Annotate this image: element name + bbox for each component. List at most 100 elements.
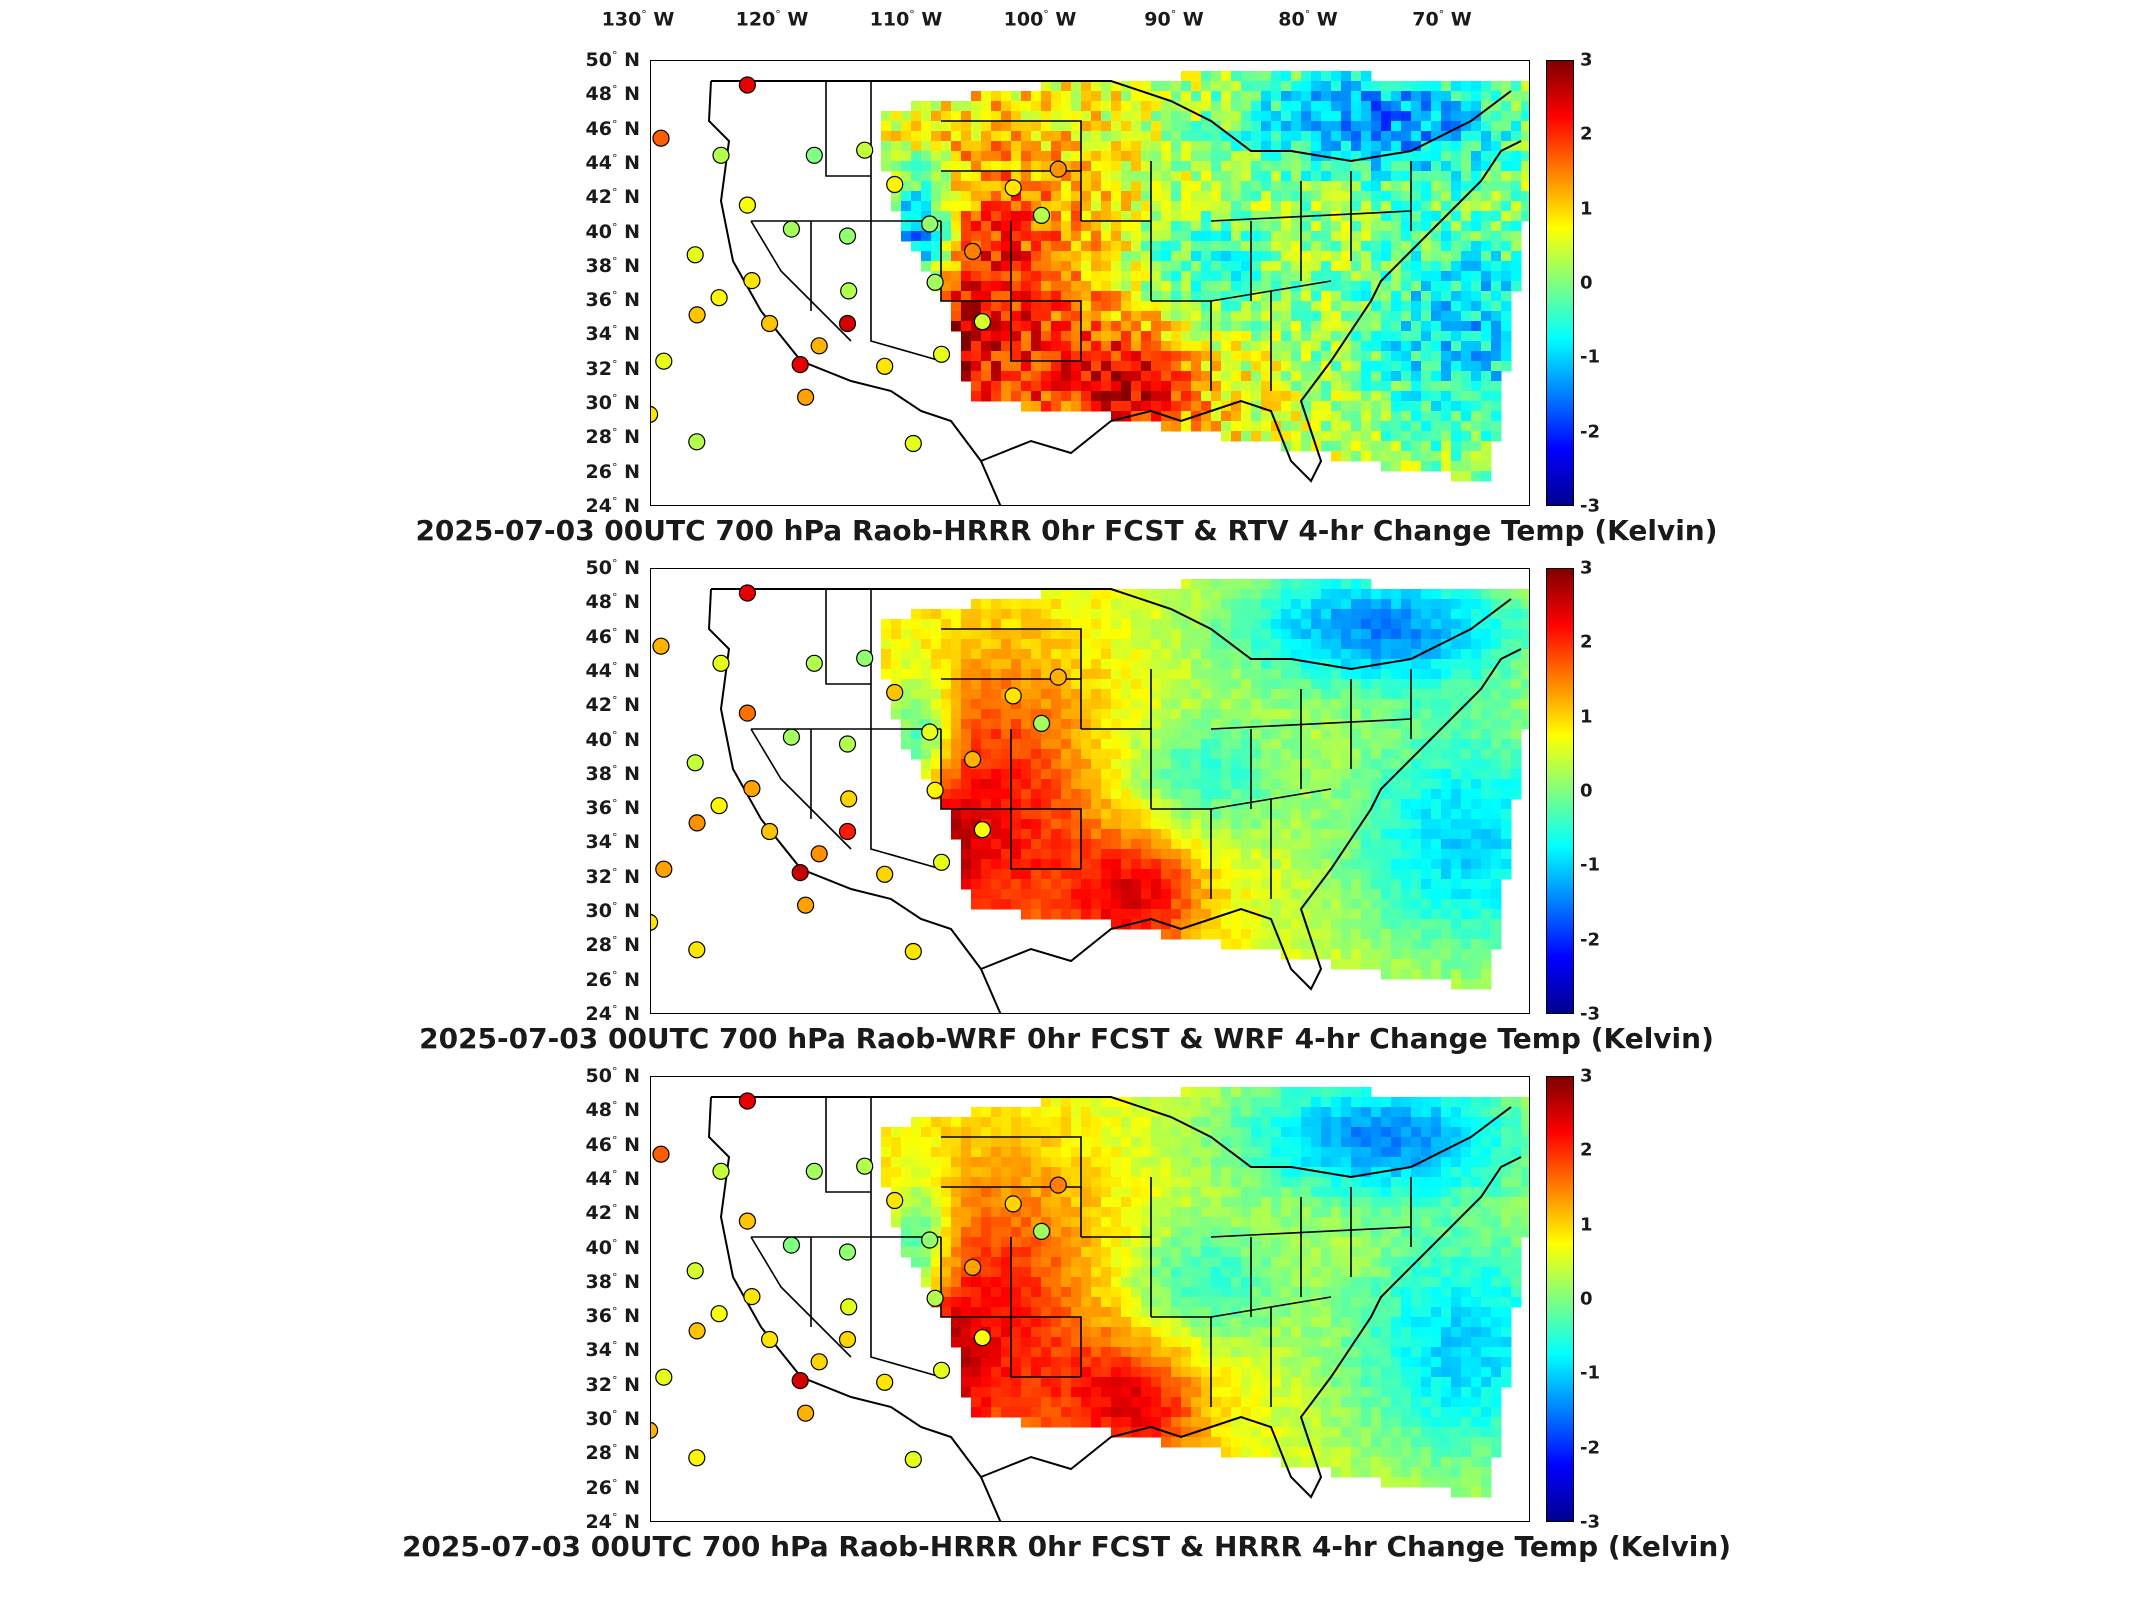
raob-station-marker[interactable] xyxy=(652,129,670,147)
raob-station-marker[interactable] xyxy=(738,1212,757,1230)
raob-station-marker[interactable] xyxy=(838,227,857,245)
raob-station-marker[interactable] xyxy=(686,754,704,772)
raob-station-marker[interactable] xyxy=(926,781,944,799)
raob-station-marker[interactable] xyxy=(1004,687,1022,705)
raob-station-marker[interactable] xyxy=(973,1329,991,1347)
raob-station-marker[interactable] xyxy=(838,314,857,333)
raob-station-marker[interactable] xyxy=(782,220,800,238)
raob-station-marker[interactable] xyxy=(688,1449,706,1467)
raob-station-marker[interactable] xyxy=(886,175,904,194)
raob-station-marker[interactable] xyxy=(743,780,761,798)
raob-station-marker[interactable] xyxy=(797,1404,815,1422)
raob-station-marker[interactable] xyxy=(688,941,706,959)
raob-station-marker[interactable] xyxy=(710,289,728,307)
raob-station-marker[interactable] xyxy=(760,822,779,841)
raob-station-marker[interactable] xyxy=(876,865,894,883)
raob-station-marker[interactable] xyxy=(932,345,951,363)
raob-station-marker[interactable] xyxy=(655,352,673,370)
raob-station-marker[interactable] xyxy=(921,215,939,233)
raob-station-marker[interactable] xyxy=(688,433,706,451)
raob-station-marker[interactable] xyxy=(810,337,828,355)
raob-station-marker[interactable] xyxy=(797,388,815,406)
raob-station-marker[interactable] xyxy=(973,313,991,331)
raob-station-marker[interactable] xyxy=(655,860,673,878)
raob-station-marker[interactable] xyxy=(782,728,800,746)
raob-station-marker[interactable] xyxy=(805,1162,823,1180)
raob-station-marker[interactable] xyxy=(791,864,809,882)
raob-station-marker[interactable] xyxy=(655,1368,673,1386)
raob-station-marker[interactable] xyxy=(964,242,982,260)
raob-station-marker[interactable] xyxy=(782,1236,800,1254)
raob-station-marker[interactable] xyxy=(1049,668,1067,686)
raob-station-marker[interactable] xyxy=(838,735,857,753)
raob-station-marker[interactable] xyxy=(652,637,670,655)
map-plot-area[interactable] xyxy=(650,60,1530,506)
raob-station-marker[interactable] xyxy=(760,314,779,333)
raob-station-marker[interactable] xyxy=(805,654,823,672)
raob-station-marker[interactable] xyxy=(712,654,730,672)
raob-station-marker[interactable] xyxy=(840,1298,858,1316)
raob-station-marker[interactable] xyxy=(1032,206,1051,224)
map-plot-area[interactable] xyxy=(650,1076,1530,1522)
raob-station-marker[interactable] xyxy=(651,1421,659,1439)
raob-station-marker[interactable] xyxy=(688,814,706,832)
raob-station-marker[interactable] xyxy=(652,1145,670,1163)
raob-station-marker[interactable] xyxy=(686,1262,704,1280)
raob-station-marker[interactable] xyxy=(686,246,704,264)
raob-station-marker[interactable] xyxy=(791,356,809,374)
raob-station-marker[interactable] xyxy=(738,584,757,602)
raob-station-marker[interactable] xyxy=(1032,714,1051,732)
raob-station-marker[interactable] xyxy=(743,1288,761,1306)
raob-station-marker[interactable] xyxy=(710,797,728,815)
raob-station-marker[interactable] xyxy=(738,1092,757,1110)
raob-station-marker[interactable] xyxy=(856,141,874,159)
raob-station-marker[interactable] xyxy=(791,1372,809,1390)
raob-station-marker[interactable] xyxy=(688,1322,706,1340)
raob-station-marker[interactable] xyxy=(904,942,922,961)
raob-station-marker[interactable] xyxy=(932,853,951,871)
raob-station-marker[interactable] xyxy=(651,913,659,931)
raob-station-marker[interactable] xyxy=(921,723,939,741)
raob-station-marker[interactable] xyxy=(1004,179,1022,197)
raob-station-marker[interactable] xyxy=(856,1157,874,1175)
raob-station-marker[interactable] xyxy=(964,1258,982,1276)
raob-station-marker[interactable] xyxy=(973,821,991,839)
raob-station-marker[interactable] xyxy=(856,649,874,667)
raob-station-marker[interactable] xyxy=(921,1231,939,1249)
raob-station-marker[interactable] xyxy=(926,1289,944,1307)
raob-station-marker[interactable] xyxy=(738,704,757,722)
raob-station-marker[interactable] xyxy=(838,822,857,841)
raob-station-marker[interactable] xyxy=(1049,1176,1067,1194)
raob-station-marker[interactable] xyxy=(964,750,982,768)
raob-station-marker[interactable] xyxy=(840,282,858,300)
raob-station-marker[interactable] xyxy=(904,1450,922,1469)
raob-station-marker[interactable] xyxy=(688,306,706,324)
raob-station-marker[interactable] xyxy=(805,146,823,164)
latitude-label: 44° N xyxy=(585,659,640,683)
raob-station-marker[interactable] xyxy=(904,434,922,453)
raob-station-marker[interactable] xyxy=(876,1373,894,1391)
raob-station-marker[interactable] xyxy=(1049,160,1067,178)
raob-station-marker[interactable] xyxy=(712,1162,730,1180)
raob-station-marker[interactable] xyxy=(876,357,894,375)
raob-station-marker[interactable] xyxy=(810,845,828,863)
raob-station-marker[interactable] xyxy=(738,76,757,94)
raob-station-marker[interactable] xyxy=(886,1191,904,1210)
raob-station-marker[interactable] xyxy=(760,1330,779,1349)
raob-station-marker[interactable] xyxy=(743,272,761,290)
raob-station-marker[interactable] xyxy=(886,683,904,702)
raob-station-marker[interactable] xyxy=(838,1243,857,1261)
raob-station-marker[interactable] xyxy=(932,1361,951,1379)
raob-station-marker[interactable] xyxy=(840,790,858,808)
raob-station-marker[interactable] xyxy=(810,1353,828,1371)
raob-station-marker[interactable] xyxy=(710,1305,728,1323)
raob-station-marker[interactable] xyxy=(1032,1222,1051,1240)
raob-station-marker[interactable] xyxy=(926,273,944,291)
raob-station-marker[interactable] xyxy=(738,196,757,214)
raob-station-marker[interactable] xyxy=(651,405,659,423)
raob-station-marker[interactable] xyxy=(1004,1195,1022,1213)
raob-station-marker[interactable] xyxy=(797,896,815,914)
map-plot-area[interactable] xyxy=(650,568,1530,1014)
raob-station-marker[interactable] xyxy=(712,146,730,164)
raob-station-marker[interactable] xyxy=(838,1330,857,1349)
